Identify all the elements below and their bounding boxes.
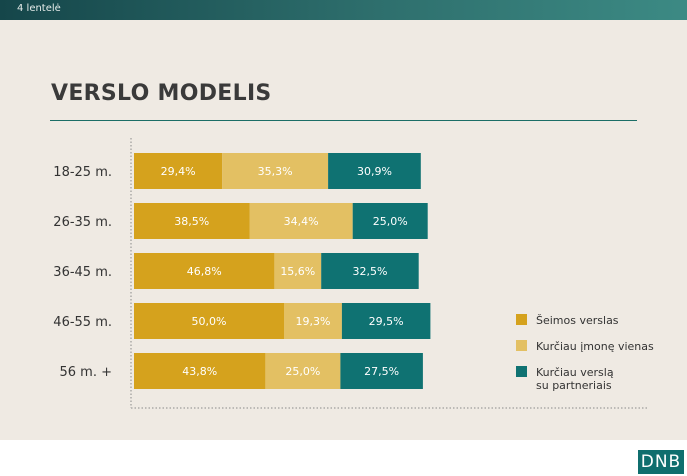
data-label: 25,0% (285, 365, 320, 378)
bar-segment (321, 253, 419, 289)
legend-label: su partneriais (536, 379, 612, 392)
category-label: 36-45 m. (53, 265, 112, 280)
category-label: 56 m. + (60, 365, 113, 380)
category-label: 46-55 m. (53, 315, 112, 330)
category-label: 26-35 m. (53, 215, 112, 230)
data-label: 46,8% (187, 265, 222, 278)
data-label: 15,6% (280, 265, 315, 278)
data-label: 50,0% (192, 315, 227, 328)
bar-segment (328, 153, 421, 189)
data-label: 32,5% (352, 265, 387, 278)
bar-segment (222, 153, 329, 189)
top-bar: 4 lentelė (0, 0, 687, 20)
dnb-logo: DNB (638, 450, 684, 474)
legend-swatch (516, 340, 527, 351)
legend-swatch (516, 366, 527, 377)
legend-swatch (516, 314, 527, 325)
bar-segment (274, 253, 322, 289)
legend-label: Kurčiau verslą (536, 366, 614, 379)
data-label: 30,9% (357, 165, 392, 178)
data-label: 29,5% (369, 315, 404, 328)
title-divider (50, 120, 637, 121)
bar-segment (341, 303, 431, 339)
bar-segment (134, 153, 223, 189)
bar-segment (134, 203, 250, 239)
chart-title: VERSLO MODELIS (51, 81, 272, 106)
data-label: 38,5% (174, 215, 209, 228)
data-label: 29,4% (161, 165, 196, 178)
table-number-label: 4 lentelė (17, 3, 61, 14)
bar-segment (134, 353, 266, 389)
data-label: 25,0% (373, 215, 408, 228)
bar-segment (340, 353, 423, 389)
bar-segment (134, 253, 275, 289)
data-label: 27,5% (364, 365, 399, 378)
data-label: 34,4% (284, 215, 319, 228)
data-label: 19,3% (295, 315, 330, 328)
category-label: 18-25 m. (53, 165, 112, 180)
legend-label: Kurčiau įmonę vienas (536, 340, 654, 353)
data-label: 35,3% (258, 165, 293, 178)
bar-segment (134, 303, 284, 339)
bar-segment (265, 353, 341, 389)
bar-segment (249, 203, 353, 239)
legend-label: Šeimos verslas (536, 314, 619, 327)
bar-segment (352, 203, 428, 239)
bar-segment (284, 303, 342, 339)
data-label: 43,8% (182, 365, 217, 378)
